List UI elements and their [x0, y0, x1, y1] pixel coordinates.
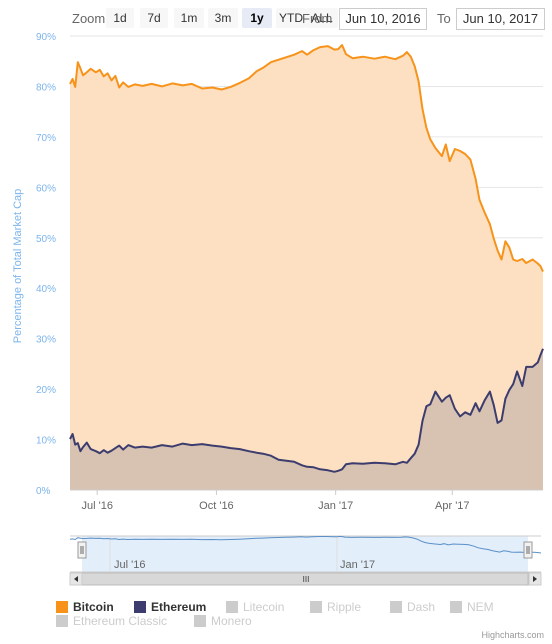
main-chart: Percentage of Total Market Cap 0% 10% 20% 3…: [12, 32, 544, 512]
from-label: From: [302, 11, 333, 26]
legend-label: Dash: [407, 600, 436, 614]
range-selector: Zoom 1d 7d 1m 3m 1y YTD ALL From Jun 10,…: [0, 0, 552, 38]
y-tick-label: 50%: [36, 234, 56, 245]
legend-swatch: [194, 615, 206, 627]
navigator-series-line: [69, 535, 542, 554]
legend-swatch: [56, 601, 68, 613]
legend-label: Litecoin: [243, 600, 285, 614]
zoom-1d-button[interactable]: 1d: [106, 8, 134, 28]
legend-item-dash[interactable]: Dash: [390, 600, 435, 614]
legend-item-monero[interactable]: Monero: [194, 614, 252, 628]
legend-label: Ethereum Classic: [73, 614, 168, 628]
scrollbar-grip: III: [303, 575, 310, 584]
legend-swatch: [450, 601, 462, 613]
y-tick-label: 80%: [36, 82, 56, 93]
navigator-label: Jan '17: [340, 559, 375, 571]
legend-item-ethereum[interactable]: Ethereum: [134, 600, 206, 614]
navigator-left-handle[interactable]: [77, 541, 87, 559]
legend-item-nem[interactable]: NEM: [450, 600, 494, 614]
legend-swatch: [56, 615, 68, 627]
navigator-label: Jul '16: [114, 559, 145, 571]
navigator[interactable]: Jul '16 Jan '17 III: [0, 530, 552, 590]
y-tick-label: 90%: [36, 32, 56, 43]
x-tick-label: Apr '17: [435, 500, 470, 512]
legend-swatch: [310, 601, 322, 613]
zoom-1m-button[interactable]: 1m: [174, 8, 204, 28]
y-axis-ticks: 0% 10% 20% 30% 40% 50% 60% 70% 80% 90%: [36, 32, 56, 497]
x-tick-label: Jan '17: [318, 500, 353, 512]
y-tick-label: 10%: [36, 436, 56, 447]
legend-swatch: [134, 601, 146, 613]
y-tick-label: 60%: [36, 183, 56, 194]
series-group: [69, 44, 544, 490]
legend-label: Bitcoin: [73, 600, 114, 614]
legend-label: Monero: [211, 614, 252, 628]
legend-swatch: [390, 601, 402, 613]
x-tick-label: Oct '16: [199, 500, 234, 512]
ethereum-area: [70, 348, 543, 490]
scroll-right-arrow-icon: [533, 576, 537, 582]
zoom-ytd-button[interactable]: YTD: [276, 8, 306, 28]
zoom-3m-button[interactable]: 3m: [208, 8, 238, 28]
x-axis-ticks: Jul '16 Oct '16 Jan '17 Apr '17: [70, 489, 543, 512]
y-tick-label: 30%: [36, 335, 56, 346]
to-label: To: [437, 11, 451, 26]
legend-label: Ethereum: [151, 600, 207, 614]
bitcoin-area: [70, 45, 543, 490]
from-date-input[interactable]: Jun 10, 2016: [339, 8, 427, 30]
zoom-1y-button[interactable]: 1y: [242, 8, 272, 28]
legend-label: NEM: [467, 600, 494, 614]
scroll-left-arrow-icon: [74, 576, 78, 582]
x-tick-label: Jul '16: [81, 500, 112, 512]
navigator-right-handle[interactable]: [523, 541, 533, 559]
navigator-mask: [82, 536, 528, 572]
legend-item-ethereum-classic[interactable]: Ethereum Classic: [56, 614, 167, 628]
credits[interactable]: Highcharts.com: [481, 630, 544, 640]
zoom-all-button[interactable]: ALL: [306, 8, 338, 28]
y-tick-label: 20%: [36, 385, 56, 396]
zoom-7d-button[interactable]: 7d: [140, 8, 168, 28]
zoom-label: Zoom: [72, 11, 106, 26]
legend-label: Ripple: [327, 600, 362, 614]
y-tick-label: 0%: [36, 486, 51, 497]
y-axis-title: Percentage of Total Market Cap: [12, 189, 24, 344]
ethereum-line[interactable]: [69, 348, 544, 473]
legend-item-ripple[interactable]: Ripple: [310, 600, 361, 614]
y-tick-label: 70%: [36, 133, 56, 144]
bitcoin-line[interactable]: [69, 44, 544, 273]
legend-item-bitcoin[interactable]: Bitcoin: [56, 600, 114, 614]
legend-swatch: [226, 601, 238, 613]
to-date-input[interactable]: Jun 10, 2017: [456, 8, 545, 30]
legend-item-litecoin[interactable]: Litecoin: [226, 600, 284, 614]
y-tick-label: 40%: [36, 284, 56, 295]
